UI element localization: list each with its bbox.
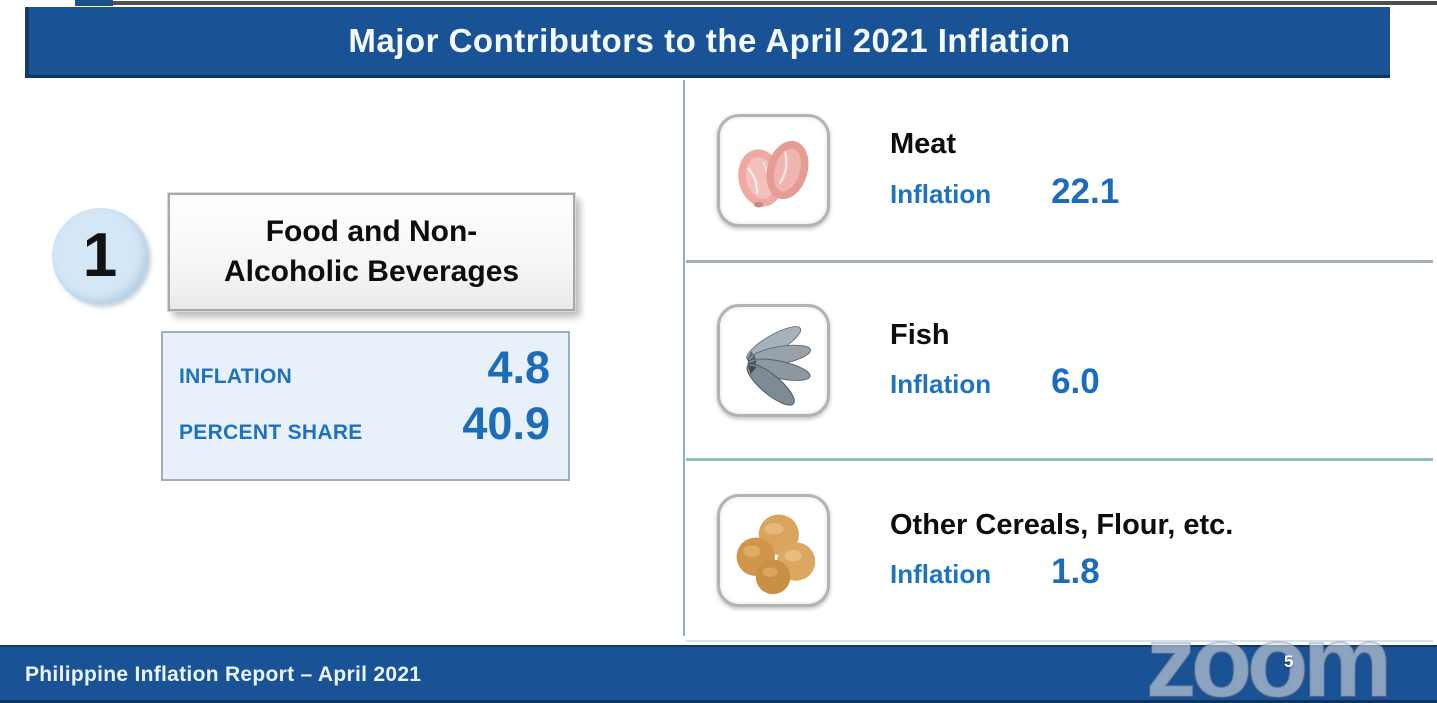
slide-title-bar: Major Contributors to the April 2021 Inf… bbox=[25, 7, 1390, 78]
item-name: Meat bbox=[890, 128, 957, 161]
top-edge-navy-sliver bbox=[75, 0, 113, 6]
metric-value: 6.0 bbox=[1051, 362, 1100, 402]
stats-box: INFLATION 4.8 PERCENT SHARE 40.9 bbox=[161, 331, 570, 481]
metric-label: Inflation bbox=[890, 559, 992, 590]
meat-icon bbox=[717, 113, 830, 227]
list-item-meat: Meat Inflation 22.1 bbox=[683, 80, 1437, 260]
stat-label: INFLATION bbox=[179, 365, 293, 388]
bread-icon bbox=[717, 494, 830, 607]
list-item-fish: Fish Inflation 6.0 bbox=[683, 263, 1437, 458]
item-text-block: Meat Inflation 22.1 bbox=[890, 128, 1119, 211]
zoom-watermark: zoom bbox=[1145, 606, 1393, 703]
category-box: Food and Non- Alcoholic Beverages bbox=[167, 192, 576, 312]
item-metric: Inflation 1.8 bbox=[890, 552, 1233, 592]
metric-label: Inflation bbox=[890, 369, 992, 400]
stat-label: PERCENT SHARE bbox=[179, 421, 363, 444]
stat-value: 40.9 bbox=[462, 398, 550, 449]
item-text-block: Fish Inflation 6.0 bbox=[890, 319, 1100, 402]
stat-row-inflation: INFLATION 4.8 bbox=[179, 345, 550, 401]
metric-value: 22.1 bbox=[1051, 171, 1120, 211]
item-metric: Inflation 6.0 bbox=[890, 362, 1100, 402]
row-divider-1 bbox=[686, 260, 1433, 263]
stat-row-percent-share: PERCENT SHARE 40.9 bbox=[179, 401, 550, 457]
item-text-block: Other Cereals, Flour, etc. Inflation 1.8 bbox=[890, 509, 1233, 592]
stat-value: 4.8 bbox=[487, 342, 550, 393]
slide-title: Major Contributors to the April 2021 Inf… bbox=[348, 22, 1071, 59]
bottom-edge-line bbox=[0, 700, 1437, 703]
vertical-divider bbox=[683, 80, 685, 636]
footer-report-title: Philippine Inflation Report – April 2021 bbox=[25, 663, 422, 686]
fish-icon bbox=[717, 304, 830, 417]
row-divider-2 bbox=[686, 458, 1433, 461]
top-edge-line bbox=[113, 1, 1437, 5]
page-number: 5 bbox=[1284, 652, 1294, 671]
category-line-1: Food and Non- bbox=[265, 215, 478, 248]
rank-number: 1 bbox=[82, 221, 118, 290]
metric-value: 1.8 bbox=[1051, 552, 1100, 592]
category-line-2: Alcoholic Beverages bbox=[223, 255, 520, 288]
rank-badge: 1 bbox=[52, 208, 148, 304]
list-item-cereals: Other Cereals, Flour, etc. Inflation 1.8 bbox=[683, 461, 1437, 640]
item-name: Other Cereals, Flour, etc. bbox=[890, 508, 1234, 541]
item-metric: Inflation 22.1 bbox=[890, 172, 1119, 212]
item-name: Fish bbox=[890, 318, 950, 351]
row-divider-3 bbox=[686, 640, 1433, 642]
footer-bar: Philippine Inflation Report – April 2021 bbox=[0, 645, 1437, 703]
metric-label: Inflation bbox=[890, 178, 992, 209]
